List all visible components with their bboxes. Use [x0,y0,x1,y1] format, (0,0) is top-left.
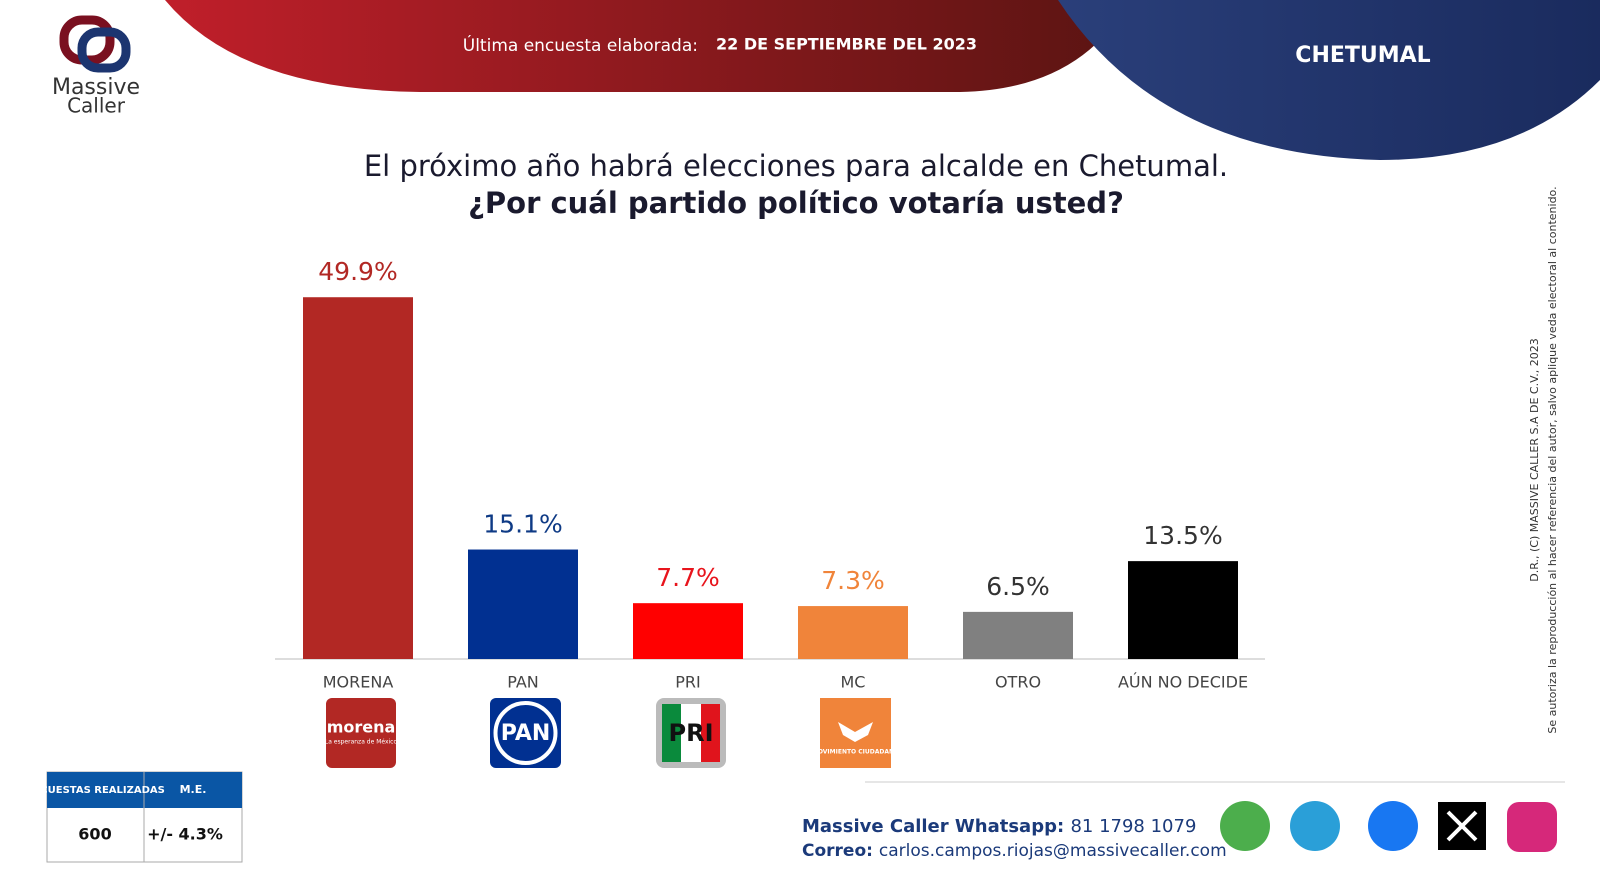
category-label: PRI [675,673,700,692]
contact-value: 81 1798 1079 [1070,816,1196,837]
chart-subtitle: ¿Por cuál partido político votaría usted… [468,186,1124,220]
value-label: 15.1% [483,510,562,539]
table-cell: 600 [78,825,111,844]
value-label: 7.7% [656,563,720,592]
pan-ring [493,701,558,765]
bar [1128,561,1238,659]
chart-title: El próximo año habrá elecciones para alc… [364,149,1228,183]
category-label: AÚN NO DECIDE [1118,673,1248,692]
logo-text: La esperanza de México [325,739,398,746]
contact-label: Massive Caller Whatsapp: [802,816,1064,837]
social-icons [1220,801,1557,852]
logo-text: Massive [52,75,140,100]
contact-value: carlos.campos.riojas@massivecaller.com [879,841,1227,861]
party-logos: morena La esperanza de México PAN PRI MO… [325,698,899,768]
bar [468,549,578,659]
stats-table: ENCUESTAS REALIZADAS M.E. 600 +/- 4.3% [25,771,243,863]
category-label: MORENA [323,673,394,692]
contact-label: Correo: carlos.campos.riojas@massivecall… [802,841,1227,861]
morena-logo [326,698,396,768]
table-cell: +/- 4.3% [147,825,223,844]
logo-text: morena [327,718,396,737]
logo-text: PAN [501,721,551,746]
header-red-shape [165,0,1130,92]
value-label: 13.5% [1143,521,1222,550]
value-label: 7.3% [821,566,885,595]
logo-text: Caller [67,94,126,118]
category-label: PAN [507,673,539,692]
bar [633,603,743,659]
bar [963,611,1073,659]
value-label: 49.9% [318,257,397,286]
table-header-text: M.E. [180,783,207,796]
header-blue-shape [1058,0,1600,160]
value-label: 6.5% [986,572,1050,601]
contact-label: Massive Caller Whatsapp: 81 1798 1079 [802,816,1196,837]
contact-label: Correo: [802,841,873,861]
bar [303,297,413,659]
logo-text: PRI [669,719,714,747]
instagram-icon[interactable] [1507,802,1557,852]
side-note: D.R., (C) MASSIVE CALLER S.A DE C.V., 20… [1528,338,1541,581]
category-label: MC [841,673,866,692]
survey-label: Última encuesta elaborada: [463,34,698,56]
side-note: Se autoriza la reproducción al hacer ref… [1546,186,1559,733]
survey-date: 22 DE SEPTIEMBRE DEL 2023 [716,35,977,54]
whatsapp-icon[interactable] [1220,801,1270,851]
table-header-text: ENCUESTAS REALIZADAS [25,785,165,796]
logo-text: MOVIMIENTO CIUDADANO [812,749,899,756]
telegram-icon[interactable] [1290,801,1340,851]
pan-logo [490,698,561,768]
category-label: OTRO [995,673,1041,692]
bar [798,606,908,659]
city: CHETUMAL [1295,43,1430,68]
facebook-icon[interactable] [1368,801,1418,851]
logo: Massive Caller [52,15,140,118]
